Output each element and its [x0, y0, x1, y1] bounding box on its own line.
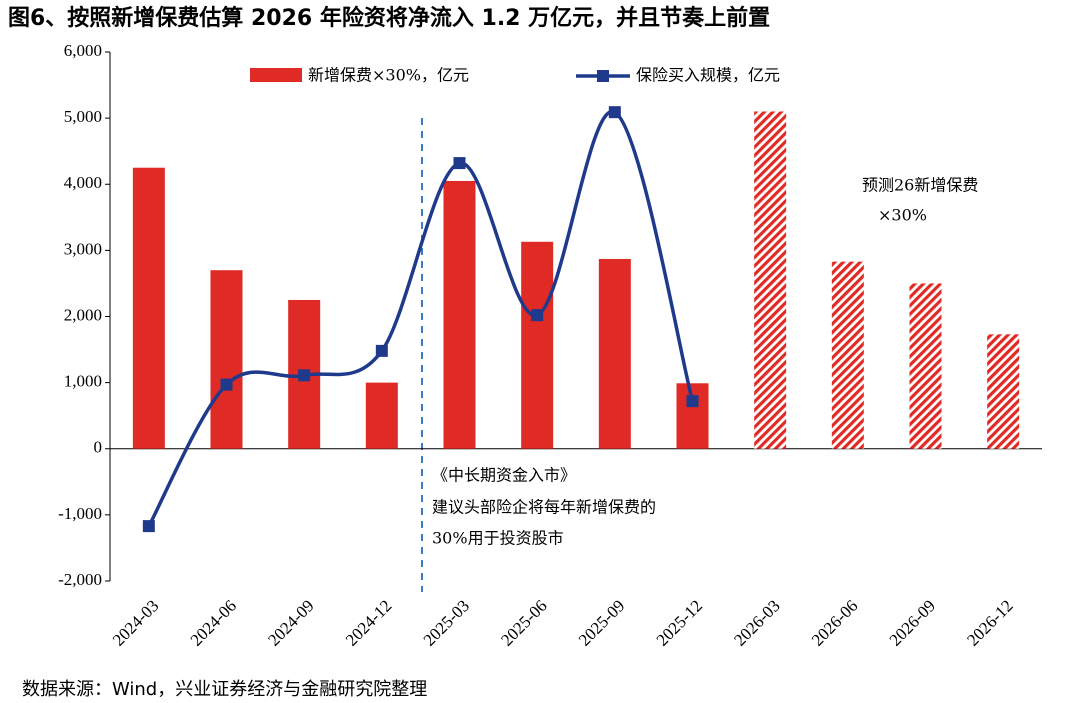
bar [210, 270, 243, 449]
annotation: 建议头部险企将每年新增保费的 [432, 498, 656, 517]
bar [987, 334, 1020, 449]
marker [298, 369, 311, 382]
x-tick-label: 2024-03 [109, 596, 163, 650]
source-note: 数据来源：Wind，兴业证券经济与金融研究院整理 [22, 679, 427, 700]
x-tick-label: 2025-06 [497, 596, 551, 650]
y-tick-label: 3,000 [64, 239, 102, 258]
x-tick-label: 2026-09 [886, 596, 940, 650]
bar [754, 111, 787, 449]
legend-label: 新增保费×30%，亿元 [308, 66, 469, 85]
x-tick-label: 2025-09 [575, 596, 629, 650]
y-tick-label: 1,000 [64, 372, 102, 391]
bar [598, 258, 631, 449]
bar [831, 261, 864, 449]
x-tick-label: 2026-12 [963, 596, 1017, 650]
marker [375, 344, 388, 357]
annotation: 30%用于投资股市 [432, 529, 564, 548]
bar [909, 283, 942, 449]
y-tick-label: -1,000 [58, 504, 102, 523]
marker [686, 395, 699, 408]
y-tick-label: 4,000 [64, 173, 102, 192]
y-tick-label: 5,000 [64, 107, 102, 126]
marker [608, 106, 621, 119]
marker [453, 157, 466, 170]
x-tick-label: 2024-12 [342, 596, 396, 650]
y-tick-label: 6,000 [64, 41, 102, 60]
x-tick-label: 2026-03 [730, 596, 784, 650]
marker [220, 378, 233, 391]
annotation: 《中长期资金入市》 [432, 466, 576, 485]
x-tick-label: 2025-12 [653, 596, 707, 650]
legend: 新增保费×30%，亿元 保险买入规模，亿元 [250, 66, 780, 85]
x-tick-label: 2025-03 [420, 596, 474, 650]
legend-swatch [250, 68, 302, 82]
x-tick-label: 2024-06 [187, 596, 241, 650]
x-tick-label: 2024-09 [264, 596, 318, 650]
bar [443, 180, 476, 449]
legend-label: 保险买入规模，亿元 [636, 66, 780, 85]
annotation: ×30% [878, 206, 927, 225]
y-tick-label: 2,000 [64, 305, 102, 324]
bar [132, 167, 165, 449]
marker [142, 520, 155, 533]
y-tick-label: -2,000 [58, 570, 102, 589]
bar [521, 241, 554, 449]
legend-swatch [597, 70, 609, 82]
marker [531, 309, 544, 322]
chart-title: 图6、按照新增保费估算 2026 年险资将净流入 1.2 万亿元，并且节奏上前置 [8, 5, 770, 31]
annotation: 预测26新增保费 [862, 176, 978, 195]
y-tick-label: 0 [94, 438, 103, 457]
bar [676, 383, 709, 449]
x-tick-label: 2026-06 [808, 596, 862, 650]
bar [365, 382, 398, 449]
